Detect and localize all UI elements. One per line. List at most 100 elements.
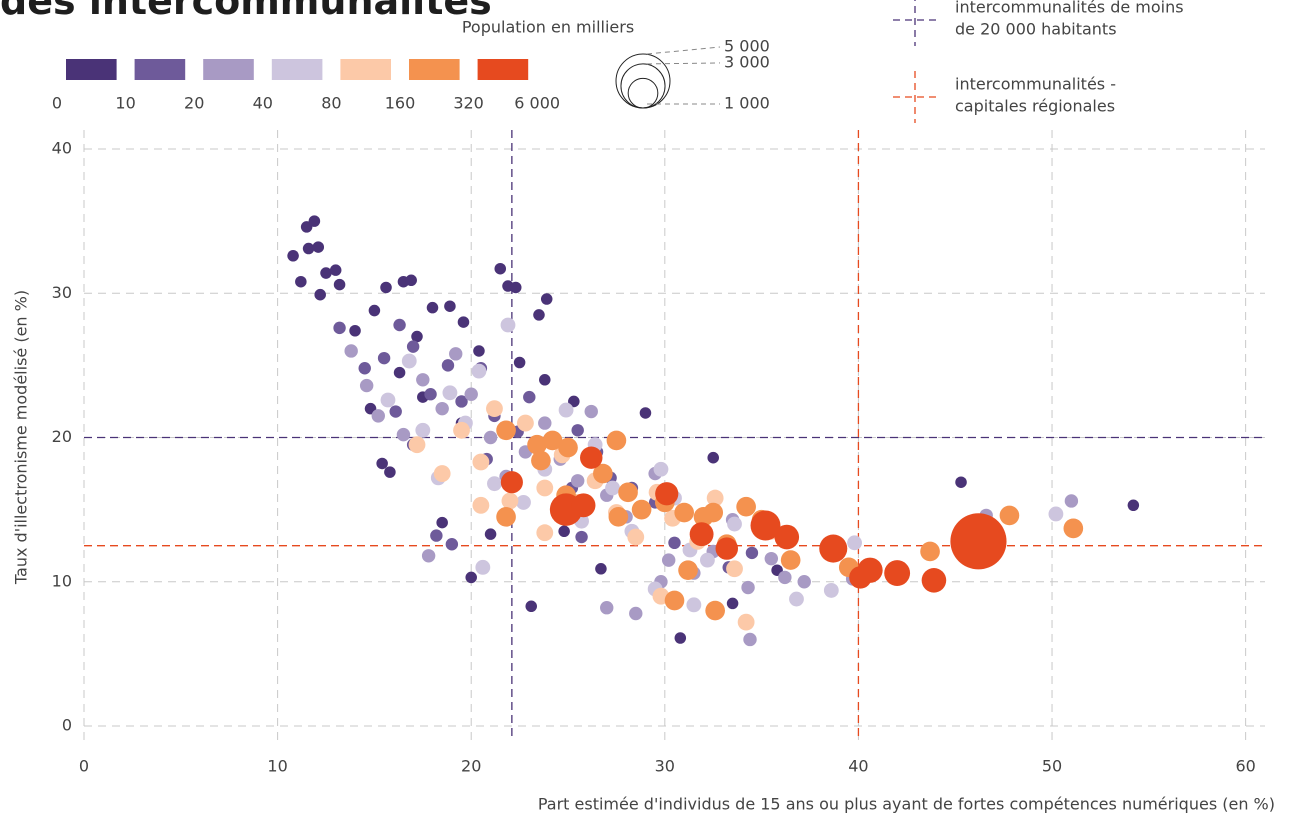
bubble	[376, 457, 388, 470]
bubble	[406, 340, 420, 353]
bubble	[295, 275, 307, 288]
bubble	[608, 507, 629, 527]
y-axis-label: Taux d'illectronisme modélisé (en %)	[12, 290, 31, 585]
bubble	[424, 388, 437, 401]
bubble	[639, 407, 652, 419]
bubble	[426, 301, 439, 314]
bubble	[653, 461, 669, 477]
bubble	[349, 324, 361, 337]
bubble	[501, 492, 519, 510]
bubble	[703, 502, 724, 523]
bubble	[542, 430, 563, 451]
bubble	[371, 409, 385, 423]
bubble	[674, 632, 687, 644]
bubble	[727, 516, 742, 532]
bubble	[823, 582, 839, 598]
bubble	[487, 476, 502, 492]
bubble	[678, 560, 698, 581]
bubble	[705, 600, 725, 621]
bubble	[797, 575, 811, 589]
bubble	[401, 353, 417, 369]
bubble	[774, 524, 800, 550]
bubble	[496, 420, 516, 441]
bubble	[780, 550, 801, 570]
bubble	[483, 430, 498, 445]
bubble	[312, 241, 325, 253]
bubble	[377, 351, 391, 365]
bubble	[389, 405, 402, 418]
bubble	[778, 570, 792, 585]
legend-label: de 20 000 habitants	[955, 20, 1117, 39]
bubble	[605, 480, 620, 496]
bubble	[396, 427, 411, 442]
bubble	[593, 463, 613, 484]
legend-swatch	[340, 59, 391, 80]
legend-break-label: 40	[253, 94, 273, 113]
bubble	[950, 513, 1007, 570]
legend-break-label: 20	[184, 94, 204, 113]
bubble	[359, 378, 374, 393]
bubble	[884, 560, 911, 587]
bubble	[500, 317, 516, 333]
bubble	[408, 436, 426, 454]
bubble	[764, 551, 779, 566]
bubble	[1127, 499, 1140, 512]
bubble	[500, 471, 523, 494]
bubble	[329, 264, 342, 276]
bubble	[819, 534, 848, 563]
bubble	[464, 387, 478, 401]
bubble	[509, 281, 522, 294]
bubble	[631, 499, 652, 520]
bubble	[750, 510, 781, 541]
legend-swatch	[66, 59, 117, 80]
bubble	[600, 601, 614, 615]
bubble	[571, 424, 584, 437]
bubble	[789, 591, 804, 607]
bubble	[465, 571, 477, 584]
bubble	[287, 249, 299, 262]
bubble	[606, 430, 627, 451]
bubble	[433, 465, 451, 482]
bubble	[706, 489, 724, 507]
bubble	[921, 568, 947, 593]
bubble	[538, 416, 552, 430]
bubble	[517, 414, 534, 432]
x-tick-label: 30	[655, 757, 675, 776]
bubble	[496, 507, 516, 527]
x-tick-label: 0	[79, 757, 89, 776]
x-tick-label: 10	[267, 757, 287, 776]
bubble	[475, 559, 491, 575]
legend-label: capitales régionales	[955, 97, 1115, 116]
bubble	[618, 482, 638, 503]
bubble	[358, 362, 371, 375]
bubble	[595, 563, 607, 575]
bubble	[655, 482, 679, 506]
bubble	[664, 590, 685, 611]
bubble	[444, 300, 456, 312]
bubble	[920, 541, 940, 562]
size-legend-label: 3 000	[724, 52, 770, 71]
size-legend-leader	[646, 46, 721, 55]
bubble	[333, 278, 346, 291]
x-tick-label: 60	[1235, 757, 1255, 776]
bubble	[668, 536, 681, 550]
bubble	[416, 373, 430, 387]
bubble	[472, 496, 490, 514]
legend-break-label: 160	[385, 94, 416, 113]
y-tick-label: 0	[62, 716, 72, 735]
bubble	[405, 274, 417, 287]
bubble	[539, 374, 551, 386]
bubble	[525, 600, 537, 613]
bubble	[449, 347, 463, 361]
bubble	[726, 560, 743, 578]
bubble	[455, 395, 468, 408]
bubble	[380, 392, 396, 408]
bubble	[384, 466, 396, 478]
bubble	[430, 529, 443, 542]
bubble	[661, 553, 676, 567]
bubble	[741, 580, 755, 595]
legend-swatch	[477, 59, 529, 80]
bubble	[473, 345, 485, 357]
legend-break-label: 320	[453, 94, 484, 113]
